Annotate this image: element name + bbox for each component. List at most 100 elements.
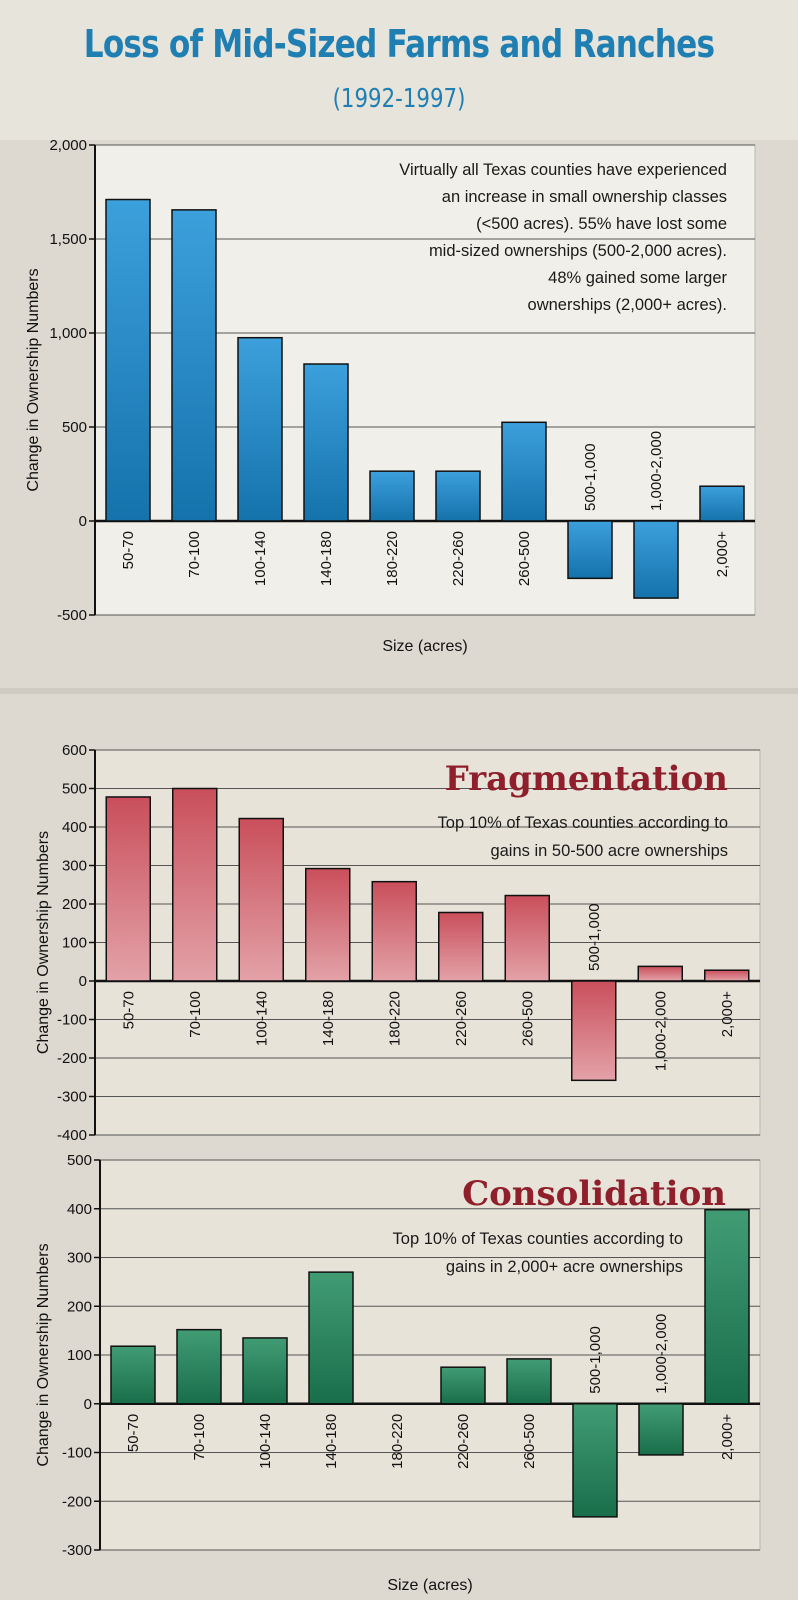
category-label: 500-1,000 [586, 903, 603, 971]
y-tick-label: 500 [62, 419, 87, 436]
y-tick-label: 2,000 [49, 137, 87, 154]
y-tick-label: 300 [67, 1250, 92, 1267]
category-label: 100-140 [257, 1414, 274, 1469]
page-title: Loss of Mid-Sized Farms and Ranches [83, 22, 715, 66]
bar [567, 520, 613, 580]
y-tick-label: 100 [62, 935, 87, 952]
annotation-line: Virtually all Texas counties have experi… [399, 161, 727, 179]
y-tick-label: 300 [62, 858, 87, 875]
bar [308, 1271, 354, 1405]
category-label: 70-100 [187, 991, 204, 1038]
y-axis-label: Change in Ownership Numbers [25, 268, 42, 491]
bar [637, 965, 683, 982]
bar [704, 969, 750, 982]
y-tick-label: 200 [67, 1298, 92, 1315]
bar [501, 421, 547, 522]
category-label: 180-220 [384, 531, 401, 586]
category-label: 220-260 [450, 531, 467, 586]
bar [438, 911, 484, 982]
category-label: 500-1,000 [582, 443, 599, 511]
bar [435, 470, 481, 522]
bar [171, 209, 217, 522]
category-label: 50-70 [120, 531, 137, 569]
y-tick-label: 0 [79, 973, 87, 990]
category-label: 100-140 [252, 531, 269, 586]
bar [371, 880, 417, 982]
category-label: 140-180 [320, 991, 337, 1046]
category-label: 70-100 [191, 1414, 208, 1461]
y-tick-label: 400 [67, 1201, 92, 1218]
panel-title: Fragmentation [445, 759, 728, 799]
bar [242, 1337, 288, 1405]
bar [172, 787, 218, 982]
category-label: 260-500 [516, 531, 533, 586]
y-axis-label: Change in Ownership Numbers [35, 1243, 52, 1466]
category-label: 2,000+ [719, 991, 736, 1038]
bar [506, 1358, 552, 1405]
y-tick-label: 1,000 [49, 325, 87, 342]
y-tick-label: 0 [79, 513, 87, 530]
y-tick-label: 100 [67, 1347, 92, 1364]
x-axis-label: Size (acres) [382, 638, 467, 655]
category-label: 1,000-2,000 [653, 1314, 670, 1394]
category-label: 50-70 [120, 991, 137, 1029]
annotation-line: 48% gained some larger [548, 269, 727, 287]
y-tick-label: -100 [62, 1445, 92, 1462]
bar [105, 796, 151, 982]
category-label: 140-180 [323, 1414, 340, 1469]
category-label: 70-100 [186, 531, 203, 578]
category-label: 2,000+ [719, 1414, 736, 1461]
annotation-line: gains in 2,000+ acre ownerships [446, 1258, 683, 1276]
chart-fragmentation: -400 -300 -200 -100 0 100 200 300 400 500 600 Top 1… [35, 742, 761, 1144]
section-divider [0, 688, 798, 694]
annotation-line: gains in 50-500 acre ownerships [490, 842, 728, 860]
category-label: 260-500 [519, 991, 536, 1046]
category-label: 100-140 [253, 991, 270, 1046]
annotation-line: ownerships (2,000+ acres). [528, 296, 727, 314]
chart-annotation: Top 10% of Texas counties according to ga… [393, 1230, 683, 1276]
bar [238, 817, 284, 982]
bar [572, 1403, 618, 1518]
category-label: 2,000+ [714, 531, 731, 578]
bar [369, 470, 415, 522]
category-label: 220-260 [453, 991, 470, 1046]
panel-title: Consolidation [462, 1174, 726, 1214]
y-axis-label: Change in Ownership Numbers [35, 831, 52, 1054]
bar [633, 520, 679, 599]
annotation-line: (<500 acres). 55% have lost some [476, 215, 727, 233]
category-label: 260-500 [521, 1414, 538, 1469]
bar [504, 894, 550, 982]
category-label: 180-220 [386, 991, 403, 1046]
chart-annotation: Top 10% of Texas counties according to ga… [438, 814, 728, 860]
page-subtitle: (1992-1997) [332, 84, 466, 114]
title-block: Loss of Mid-Sized Farms and Ranches (199… [0, 0, 798, 140]
y-tick-label: -200 [62, 1493, 92, 1510]
bar [176, 1328, 222, 1405]
bar [440, 1366, 486, 1405]
y-tick-label: 1,500 [49, 231, 87, 248]
bar [237, 336, 283, 522]
annotation-line: mid-sized ownerships (500-2,000 acres). [429, 242, 727, 260]
y-tick-label: -300 [62, 1542, 92, 1559]
y-tick-label: 0 [84, 1396, 92, 1413]
category-label: 140-180 [318, 531, 335, 586]
chart-annotation: Virtually all Texas counties have experi… [399, 161, 727, 314]
y-tick-label: -500 [57, 607, 87, 624]
y-tick-label: 200 [62, 896, 87, 913]
chart-ownership-change: -500 0 500 1,000 1,500 2,000 Virtually all Tex… [25, 137, 756, 655]
y-tick-label: -300 [57, 1089, 87, 1106]
bar [110, 1345, 156, 1405]
x-axis-label: Size (acres) [387, 1577, 472, 1594]
bar [305, 867, 351, 982]
annotation-line: Top 10% of Texas counties according to [393, 1230, 683, 1248]
bar [303, 363, 349, 522]
bar [699, 485, 745, 522]
category-label: 180-220 [389, 1414, 406, 1469]
y-tick-label: 400 [62, 819, 87, 836]
category-label: 1,000-2,000 [648, 431, 665, 511]
bar [638, 1403, 684, 1456]
bar [571, 980, 617, 1082]
annotation-line: Top 10% of Texas counties according to [438, 814, 728, 832]
y-tick-label: 500 [67, 1152, 92, 1169]
